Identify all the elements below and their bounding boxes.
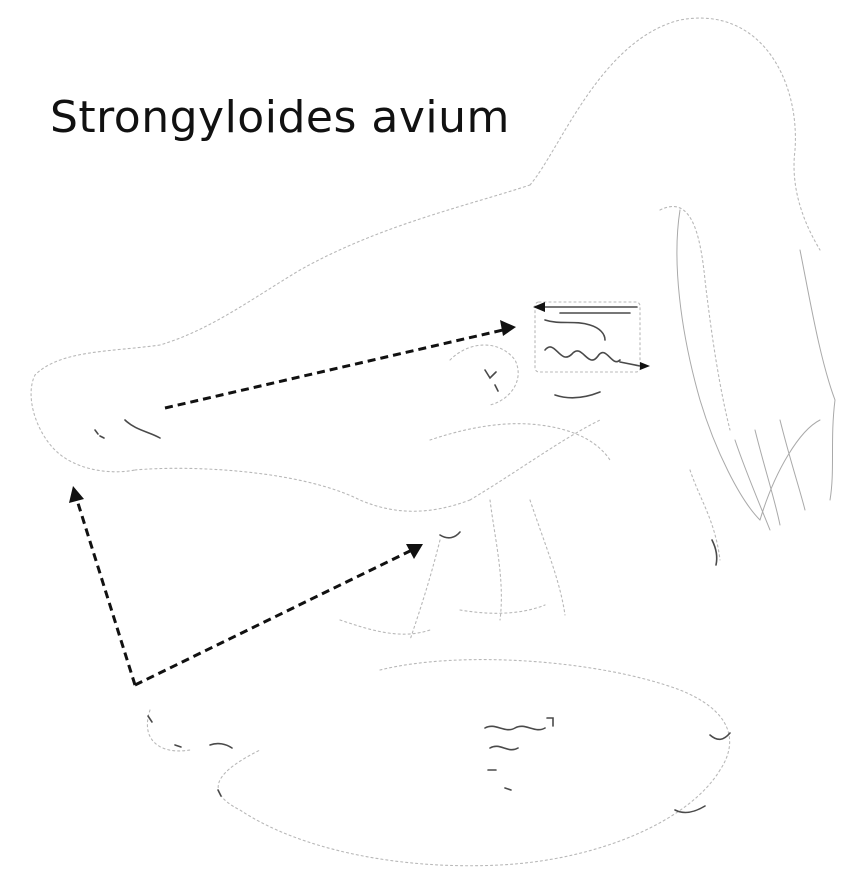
bird-outline (30, 17, 836, 566)
arrowhead-intestine (500, 320, 516, 336)
arrow-soil-to-host (134, 549, 411, 687)
soil-larvae (146, 659, 731, 867)
arrow-bird-to-intestine (164, 328, 504, 410)
arrowhead-host (406, 544, 423, 559)
life-cycle-arrows (69, 320, 516, 687)
diagram-title: Strongyloides avium (50, 92, 510, 143)
intestine-inset (533, 301, 650, 399)
arrowhead-bird (69, 486, 84, 503)
arrow-soil-to-bird (75, 499, 137, 686)
legs-outline (339, 344, 611, 641)
